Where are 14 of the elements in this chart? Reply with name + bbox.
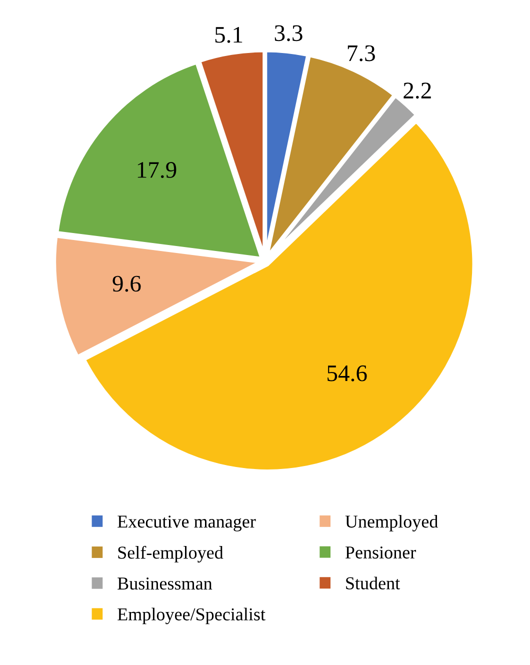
data-label: 7.3 xyxy=(348,45,375,62)
legend-label: Self-employed xyxy=(118,546,224,562)
legend-label: Pensioner xyxy=(345,546,416,559)
legend-label: Employee/Specialist xyxy=(118,608,266,624)
data-label: 54.6 xyxy=(328,365,367,382)
legend-label: Executive manager xyxy=(118,516,256,532)
data-label: 17.9 xyxy=(138,162,176,178)
data-label: 9.6 xyxy=(112,276,141,292)
legend-label: Businessman xyxy=(118,577,212,590)
data-label: 2.2 xyxy=(404,82,431,99)
data-label: 5.1 xyxy=(215,26,242,43)
data-label: 3.3 xyxy=(274,25,302,42)
legend-label: Student xyxy=(346,576,400,590)
legend-label: Unemployed xyxy=(345,515,438,532)
